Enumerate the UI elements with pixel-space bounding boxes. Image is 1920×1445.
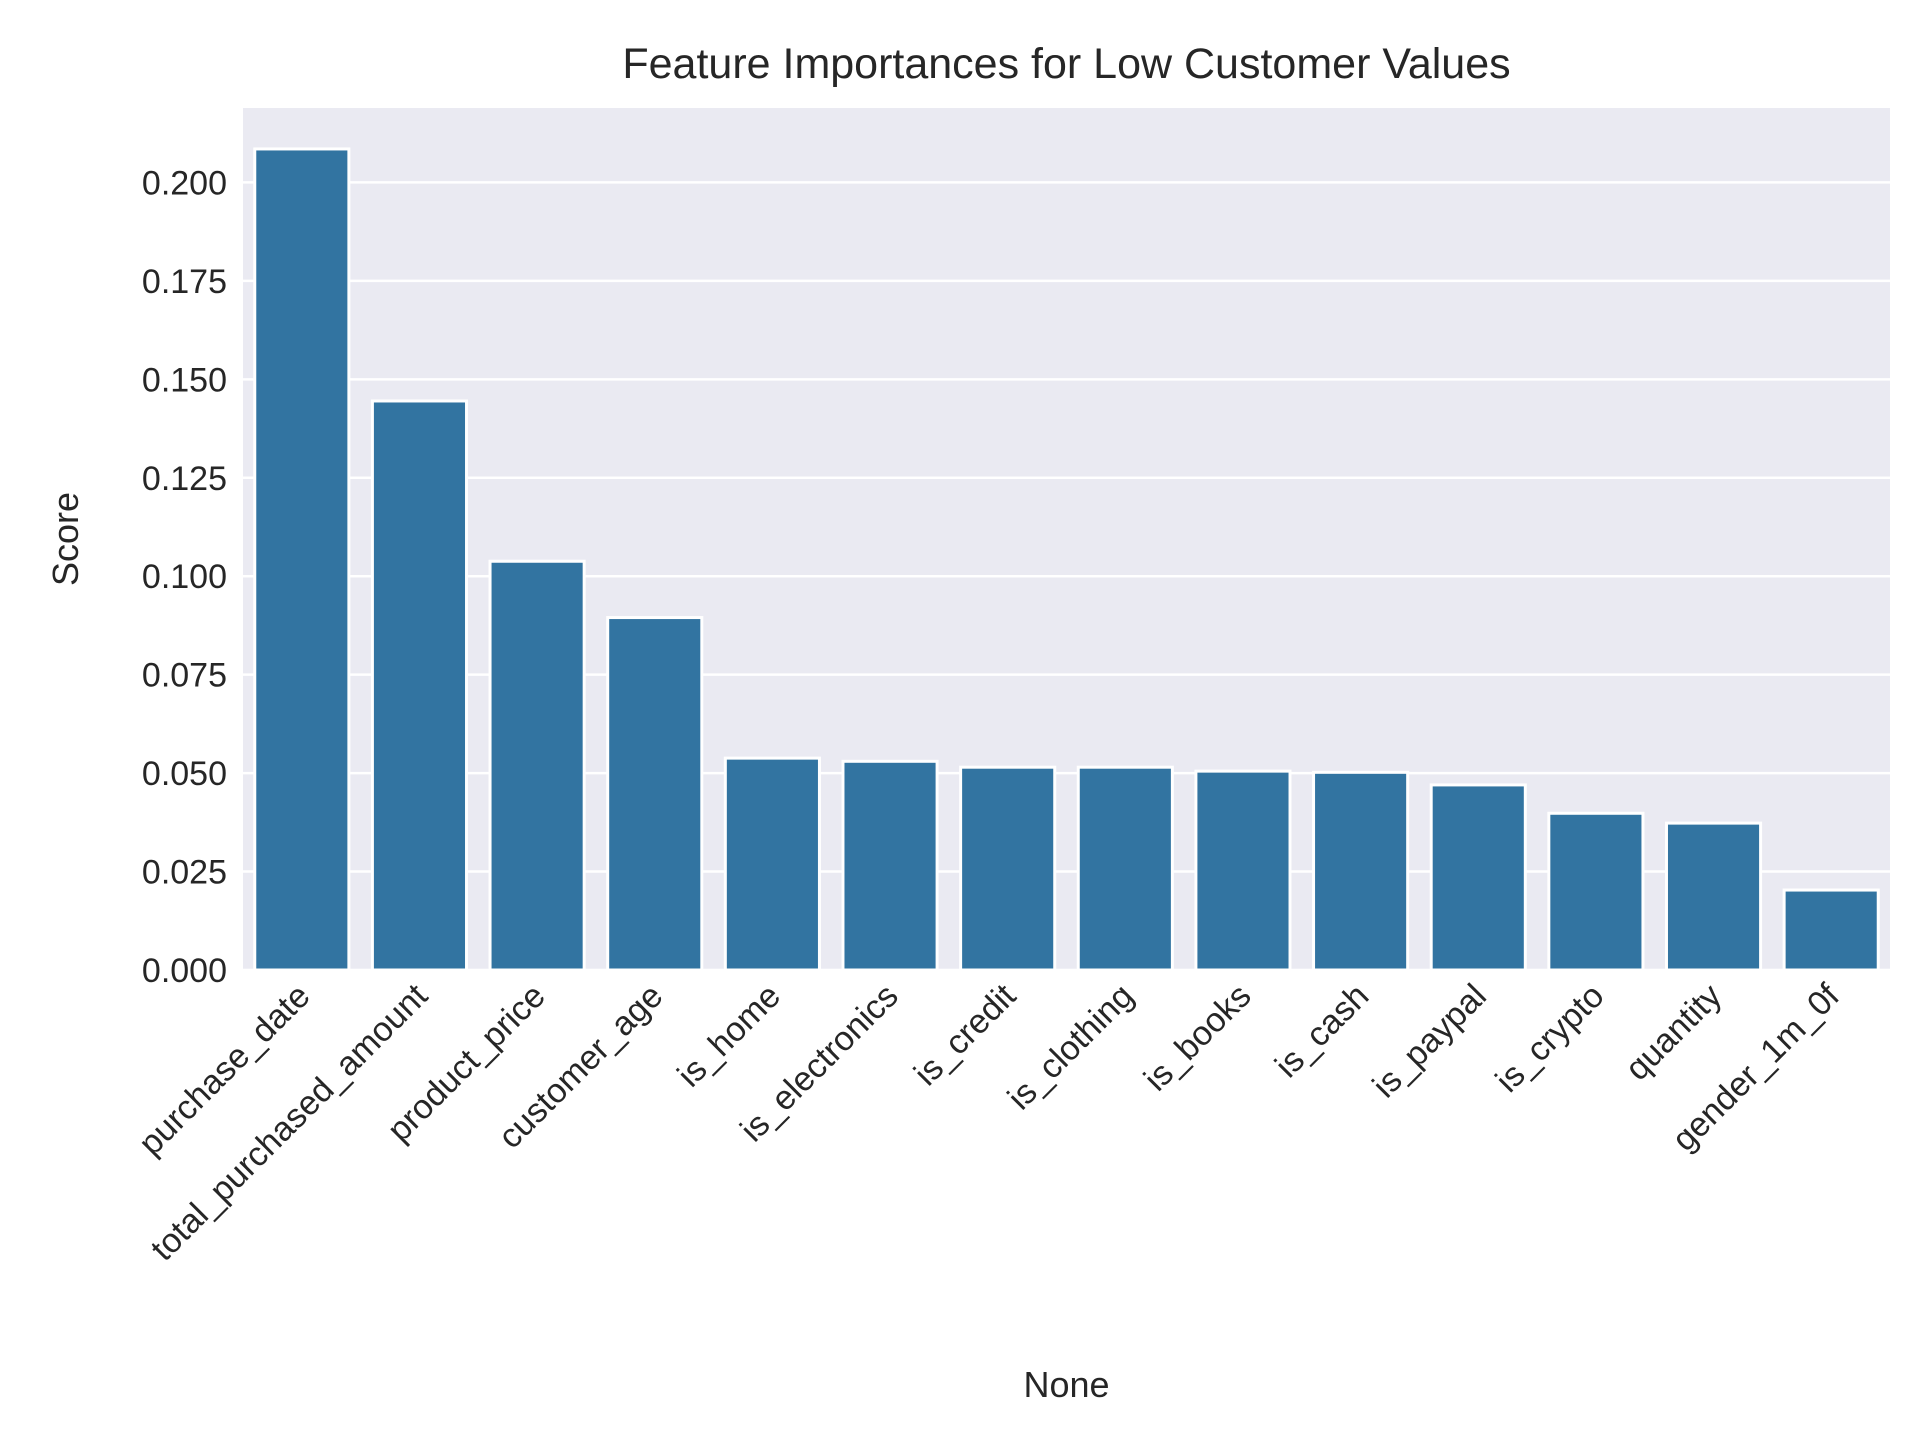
bar-is-paypal	[1429, 783, 1527, 972]
y-tick-label: 0.025	[142, 854, 227, 892]
x-tick-label: quantity	[1618, 977, 1729, 1088]
y-tick-label: 0.150	[142, 361, 227, 399]
bar-gender-1m-0f	[1782, 888, 1880, 972]
y-axis-label: Score	[45, 492, 86, 586]
x-tick-label: is_paypal	[1365, 977, 1493, 1105]
x-tick-label: is_clothing	[1001, 977, 1141, 1117]
bar-is-electronics	[841, 759, 939, 972]
x-tick-labels: purchase_datetotal_purchased_amountprodu…	[132, 976, 1848, 1268]
bar-quantity	[1664, 821, 1763, 972]
bar-is-crypto	[1547, 811, 1645, 972]
y-tick-label: 0.100	[142, 558, 227, 596]
x-tick-label: is_credit	[907, 976, 1024, 1093]
x-axis-label: None	[1023, 1364, 1109, 1405]
bar-is-books	[1194, 769, 1292, 972]
x-tick-label: is_books	[1137, 977, 1259, 1099]
bar-customer-age	[606, 616, 704, 972]
y-tick-label: 0.075	[142, 657, 227, 695]
x-tick-label: is_crypto	[1488, 977, 1611, 1100]
bars	[253, 147, 1880, 972]
x-tick-label: is_home	[670, 977, 788, 1095]
bar-is-credit	[959, 765, 1057, 972]
y-tick-label: 0.175	[142, 263, 227, 301]
bar-is-home	[723, 756, 821, 972]
bar-is-cash	[1312, 770, 1410, 972]
y-tick-label: 0.125	[142, 460, 227, 498]
chart-title: Feature Importances for Low Customer Val…	[622, 40, 1510, 88]
bar-is-clothing	[1076, 765, 1174, 972]
bar-total-purchased-amount	[370, 399, 469, 972]
bar-purchase-date	[253, 147, 351, 972]
bar-product-price	[488, 559, 586, 972]
x-tick-label: is_cash	[1268, 977, 1376, 1085]
y-tick-labels: 0.000 0.025 0.050 0.075 0.100 0.125 0.150 0.175…	[142, 164, 227, 990]
y-tick-label: 0.000	[142, 952, 227, 990]
y-tick-label: 0.050	[142, 755, 227, 793]
y-tick-label: 0.200	[142, 164, 227, 202]
